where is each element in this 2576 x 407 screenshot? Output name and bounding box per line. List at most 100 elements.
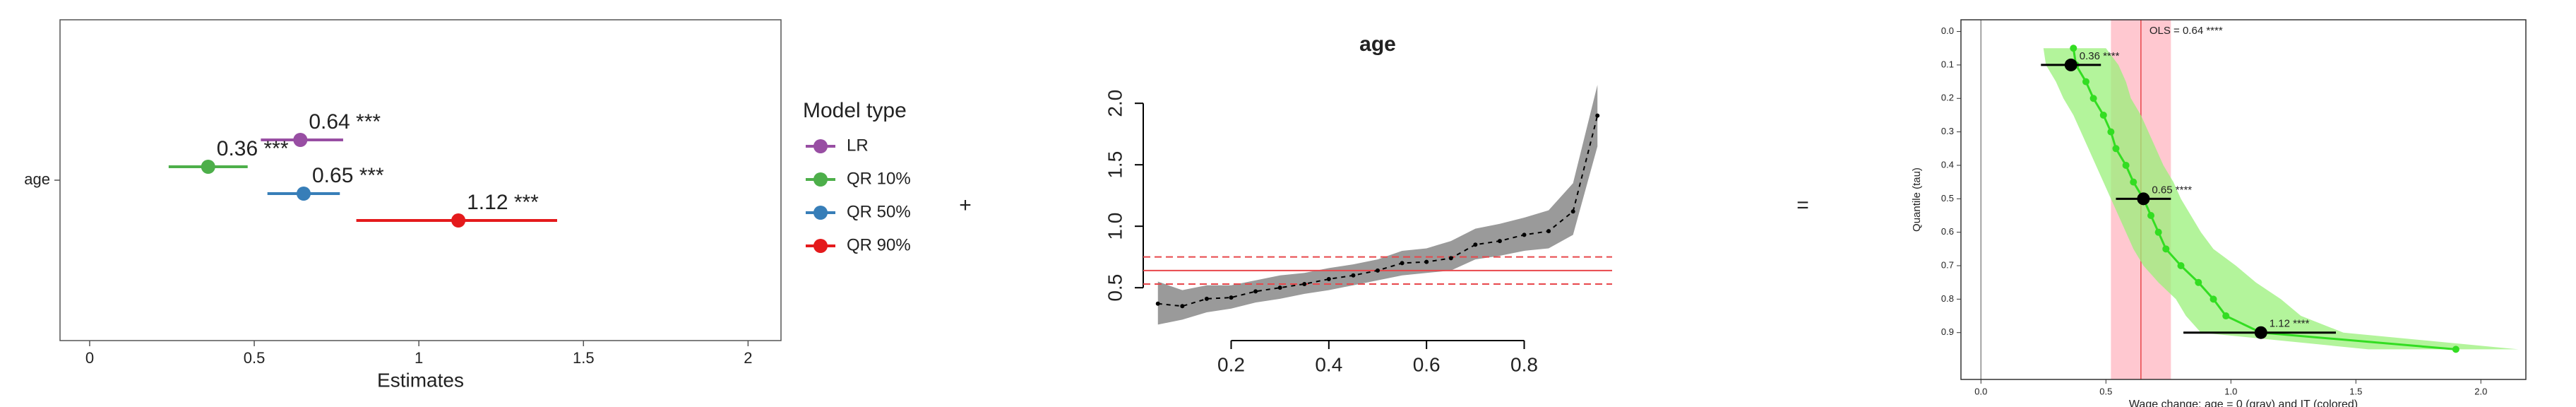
legend-label: QR 10% — [847, 169, 911, 188]
highlight-label: 0.36 **** — [2080, 50, 2120, 62]
estimate-point — [1570, 209, 1575, 214]
quantile-point — [2210, 295, 2217, 303]
quantile-point — [2122, 161, 2130, 169]
highlight-label: 0.65 **** — [2152, 184, 2192, 196]
quantile-point — [2154, 228, 2162, 236]
value-label: 0.36 *** — [217, 137, 289, 160]
y-tick-label: 0.5 — [1941, 193, 1954, 204]
x-tick-label: 0.0 — [1974, 386, 1987, 396]
x-tick-label: 0.4 — [1315, 353, 1342, 375]
legend-marker — [813, 206, 828, 220]
quantile-point — [2195, 278, 2202, 286]
y-tick-label: 0.8 — [1941, 293, 1954, 304]
y-tick-label: 0.4 — [1941, 159, 1954, 170]
quantile-point — [2070, 45, 2077, 52]
y-tick-label: 1.0 — [1104, 213, 1126, 240]
estimate-point — [1497, 239, 1502, 244]
y-tick-label: 0.6 — [1941, 226, 1954, 237]
x-tick-label: 2.0 — [2474, 386, 2487, 396]
quantile-point — [2107, 128, 2115, 136]
estimate-point — [1180, 304, 1185, 309]
estimate-point — [1424, 259, 1429, 264]
y-tick-label: 0.7 — [1941, 259, 1954, 270]
legend-label: QR 50% — [847, 202, 911, 221]
y-tick-label: 0.3 — [1941, 126, 1954, 136]
confidence-band — [1157, 85, 1598, 325]
x-tick-label: 1.0 — [2224, 386, 2237, 396]
confidence-band — [2043, 48, 2519, 350]
estimate-point — [1302, 281, 1307, 286]
highlight-point — [2137, 192, 2150, 206]
y-tick-label: 1.5 — [1104, 151, 1126, 179]
legend-marker — [813, 172, 828, 187]
legend-title: Model type — [803, 99, 907, 122]
plot-frame — [1960, 19, 2527, 380]
estimate-point — [1448, 256, 1453, 261]
quantile-point — [2082, 78, 2089, 85]
equals-sign: = — [1796, 194, 1809, 217]
estimate-point — [296, 187, 311, 201]
chart-title: age — [1359, 33, 1396, 56]
quantile-point — [2177, 262, 2185, 270]
x-tick-label: 0.8 — [1510, 353, 1538, 375]
estimate-point — [1351, 273, 1356, 278]
estimate-point — [1595, 113, 1600, 118]
x-axis-label: Estimates — [377, 369, 464, 391]
legend-marker — [813, 139, 828, 153]
value-label: 0.65 *** — [312, 164, 384, 187]
legend-marker — [813, 239, 828, 253]
y-tick-label: 0.2 — [1941, 93, 1954, 103]
highlight-point — [2064, 58, 2077, 71]
quantile-point — [2162, 245, 2170, 253]
y-axis-label: Quantile (tau) — [1911, 167, 1923, 232]
highlight-point — [2254, 326, 2267, 339]
estimate-point — [1400, 261, 1405, 266]
legend-label: LR — [847, 136, 869, 155]
estimate-point — [1277, 285, 1282, 290]
plot-frame — [59, 19, 782, 341]
x-tick-label: 0.2 — [1217, 353, 1245, 375]
x-tick-label: 0.5 — [2099, 386, 2112, 396]
x-tick-label: 2 — [744, 349, 752, 367]
estimate-point — [201, 160, 215, 174]
x-tick-label: 1 — [415, 349, 423, 367]
quantile-point — [2452, 346, 2459, 353]
x-tick-label: 1.5 — [573, 349, 595, 367]
x-tick-label: 1.5 — [2349, 386, 2362, 396]
legend-label: QR 90% — [847, 235, 911, 254]
quantile-point — [2112, 145, 2120, 153]
quantile-point — [2089, 95, 2097, 102]
estimate-point — [1326, 277, 1331, 282]
estimate-point — [1376, 268, 1380, 273]
y-tick-label: 0.9 — [1941, 326, 1954, 337]
value-label: 0.64 *** — [309, 110, 381, 134]
y-tick-label: 0.5 — [1104, 274, 1126, 302]
plus-sign: + — [959, 194, 972, 217]
quantile-point — [2147, 211, 2155, 219]
ols-label: OLS = 0.64 **** — [2149, 25, 2223, 37]
value-label: 1.12 *** — [467, 191, 539, 214]
x-tick-label: 0.5 — [244, 349, 266, 367]
estimate-point — [1229, 295, 1234, 300]
y-tick-label: 2.0 — [1104, 90, 1126, 117]
x-tick-label: 0 — [85, 349, 94, 367]
x-tick-label: 0.6 — [1413, 353, 1441, 375]
quantile-point — [2099, 111, 2107, 119]
estimate-point — [451, 213, 466, 228]
estimate-point — [1473, 242, 1478, 247]
estimate-point — [293, 133, 308, 147]
estimate-point — [1155, 301, 1160, 306]
estimate-point — [1253, 289, 1258, 294]
x-axis-label: Wage change: age = 0 (gray) and IT (colo… — [2129, 399, 2358, 407]
quantile-point — [2222, 312, 2230, 320]
y-tick-label: 0.1 — [1941, 59, 1954, 69]
estimate-point — [1204, 296, 1209, 301]
estimate-point — [1522, 232, 1527, 237]
highlight-label: 1.12 **** — [2270, 318, 2310, 330]
quantile-point — [2130, 178, 2137, 186]
estimate-point — [1546, 229, 1551, 234]
y-tick-label: 0.0 — [1941, 25, 1954, 36]
y-tick-label: age — [24, 170, 50, 188]
